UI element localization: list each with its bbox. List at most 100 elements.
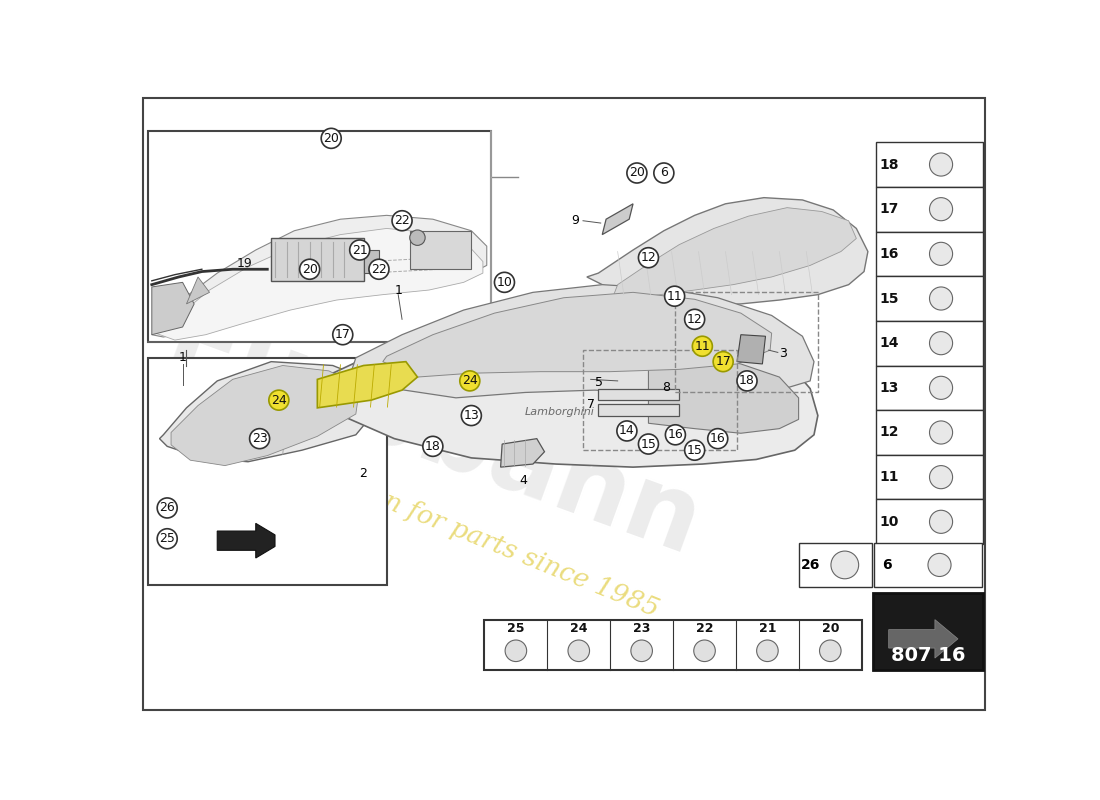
FancyBboxPatch shape [876, 321, 983, 366]
Circle shape [666, 425, 685, 445]
Text: 1: 1 [178, 351, 187, 364]
Text: 18: 18 [739, 374, 755, 387]
Circle shape [684, 440, 705, 460]
Circle shape [157, 529, 177, 549]
Text: 14: 14 [879, 336, 899, 350]
Circle shape [707, 429, 728, 449]
FancyBboxPatch shape [799, 542, 871, 587]
FancyBboxPatch shape [876, 499, 983, 544]
Text: 22: 22 [696, 622, 713, 635]
Text: 22: 22 [371, 262, 387, 276]
Text: 24: 24 [271, 394, 287, 406]
Text: 12: 12 [879, 426, 899, 439]
FancyBboxPatch shape [484, 619, 861, 670]
Circle shape [930, 510, 953, 534]
Polygon shape [383, 292, 772, 377]
FancyBboxPatch shape [876, 410, 983, 455]
Text: 13: 13 [879, 381, 899, 395]
Circle shape [638, 434, 659, 454]
Circle shape [505, 640, 527, 662]
Circle shape [694, 640, 715, 662]
Polygon shape [186, 277, 209, 304]
Text: 20: 20 [629, 166, 645, 179]
Circle shape [422, 436, 443, 456]
Circle shape [930, 242, 953, 266]
Polygon shape [218, 523, 275, 558]
Text: Eurobahn: Eurobahn [152, 291, 714, 578]
Text: 2: 2 [360, 467, 367, 480]
Circle shape [664, 286, 684, 306]
Circle shape [627, 163, 647, 183]
Text: 14: 14 [619, 425, 635, 438]
Circle shape [930, 198, 953, 221]
Circle shape [930, 376, 953, 399]
Text: 15: 15 [640, 438, 657, 450]
FancyBboxPatch shape [876, 276, 983, 321]
FancyBboxPatch shape [147, 358, 387, 585]
Circle shape [930, 421, 953, 444]
Text: 25: 25 [507, 622, 525, 635]
Text: 23: 23 [252, 432, 267, 445]
Polygon shape [598, 389, 680, 400]
Circle shape [617, 421, 637, 441]
Polygon shape [598, 404, 680, 415]
Circle shape [820, 640, 842, 662]
Circle shape [684, 310, 705, 330]
Text: 12: 12 [686, 313, 703, 326]
Polygon shape [737, 334, 766, 364]
Text: 24: 24 [462, 374, 477, 387]
Text: 3: 3 [779, 347, 788, 361]
Circle shape [495, 272, 515, 292]
Text: 7: 7 [586, 398, 594, 410]
Text: 24: 24 [570, 622, 587, 635]
Polygon shape [649, 354, 799, 434]
Text: 20: 20 [822, 622, 839, 635]
Text: 25: 25 [160, 532, 175, 546]
Text: 26: 26 [160, 502, 175, 514]
Text: 16: 16 [879, 247, 899, 261]
Text: 15: 15 [879, 291, 899, 306]
Circle shape [157, 498, 177, 518]
Text: Lamborghini: Lamborghini [525, 406, 595, 417]
Text: 9: 9 [571, 214, 580, 227]
Circle shape [409, 230, 425, 246]
Text: 16: 16 [710, 432, 726, 445]
Text: a passion for parts since 1985: a passion for parts since 1985 [280, 448, 662, 622]
Polygon shape [587, 198, 868, 306]
Text: 10: 10 [496, 276, 513, 289]
Circle shape [568, 640, 590, 662]
Text: 22: 22 [394, 214, 410, 227]
Polygon shape [152, 215, 486, 337]
Text: 11: 11 [694, 340, 711, 353]
Circle shape [737, 371, 757, 391]
Text: 13: 13 [463, 409, 480, 422]
Text: 1: 1 [394, 283, 403, 297]
Polygon shape [889, 619, 958, 658]
Polygon shape [318, 362, 418, 408]
Polygon shape [500, 438, 544, 467]
Circle shape [692, 336, 713, 356]
FancyBboxPatch shape [876, 455, 983, 499]
Text: 20: 20 [301, 262, 318, 276]
FancyBboxPatch shape [876, 142, 983, 187]
FancyBboxPatch shape [874, 542, 982, 587]
FancyBboxPatch shape [409, 230, 472, 270]
Circle shape [930, 287, 953, 310]
Circle shape [930, 153, 953, 176]
FancyBboxPatch shape [873, 593, 983, 670]
FancyBboxPatch shape [271, 238, 363, 281]
Polygon shape [160, 362, 375, 462]
Text: 20: 20 [323, 132, 339, 145]
Text: 23: 23 [632, 622, 650, 635]
Text: 26: 26 [801, 558, 820, 572]
Circle shape [321, 128, 341, 148]
Text: 18: 18 [425, 440, 441, 453]
Polygon shape [172, 366, 360, 466]
Circle shape [299, 259, 320, 279]
Circle shape [268, 390, 289, 410]
Circle shape [653, 163, 674, 183]
Polygon shape [352, 285, 814, 398]
Text: 21: 21 [352, 243, 367, 257]
Text: 5: 5 [594, 376, 603, 389]
Text: 807 16: 807 16 [891, 646, 966, 666]
